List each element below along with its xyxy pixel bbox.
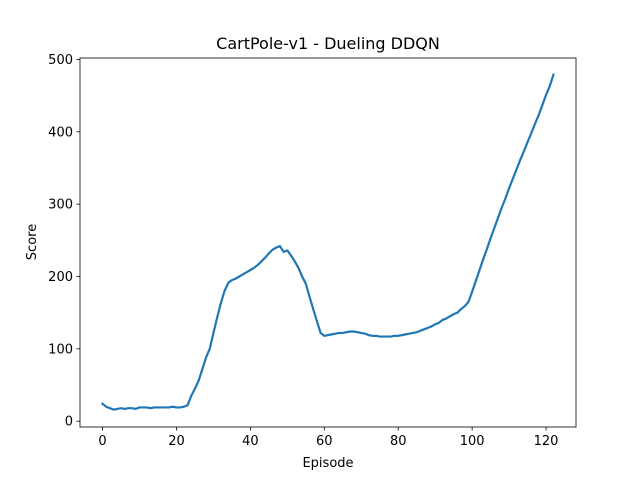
data-line: [101, 73, 555, 411]
y-axis-label: Score: [25, 224, 40, 260]
y-tick-label: 0: [65, 415, 73, 430]
x-tick-label: 60: [316, 434, 333, 449]
x-tick-label: 0: [98, 434, 106, 449]
x-tick-label: 100: [460, 434, 485, 449]
y-tick-label: 100: [48, 342, 73, 357]
x-tick-label: 120: [534, 434, 559, 449]
axes-frame: [79, 57, 577, 428]
y-tick-label: 300: [48, 198, 73, 213]
x-tick-label: 40: [242, 434, 259, 449]
x-tick-label: 20: [168, 434, 185, 449]
y-tick-label: 400: [48, 125, 73, 140]
x-tick-label: 80: [390, 434, 407, 449]
y-tick-label: 500: [48, 53, 73, 68]
x-axis-label: Episode: [302, 456, 353, 471]
y-tick-label: 200: [48, 270, 73, 285]
chart-title: CartPole-v1 - Dueling DDQN: [216, 34, 440, 53]
